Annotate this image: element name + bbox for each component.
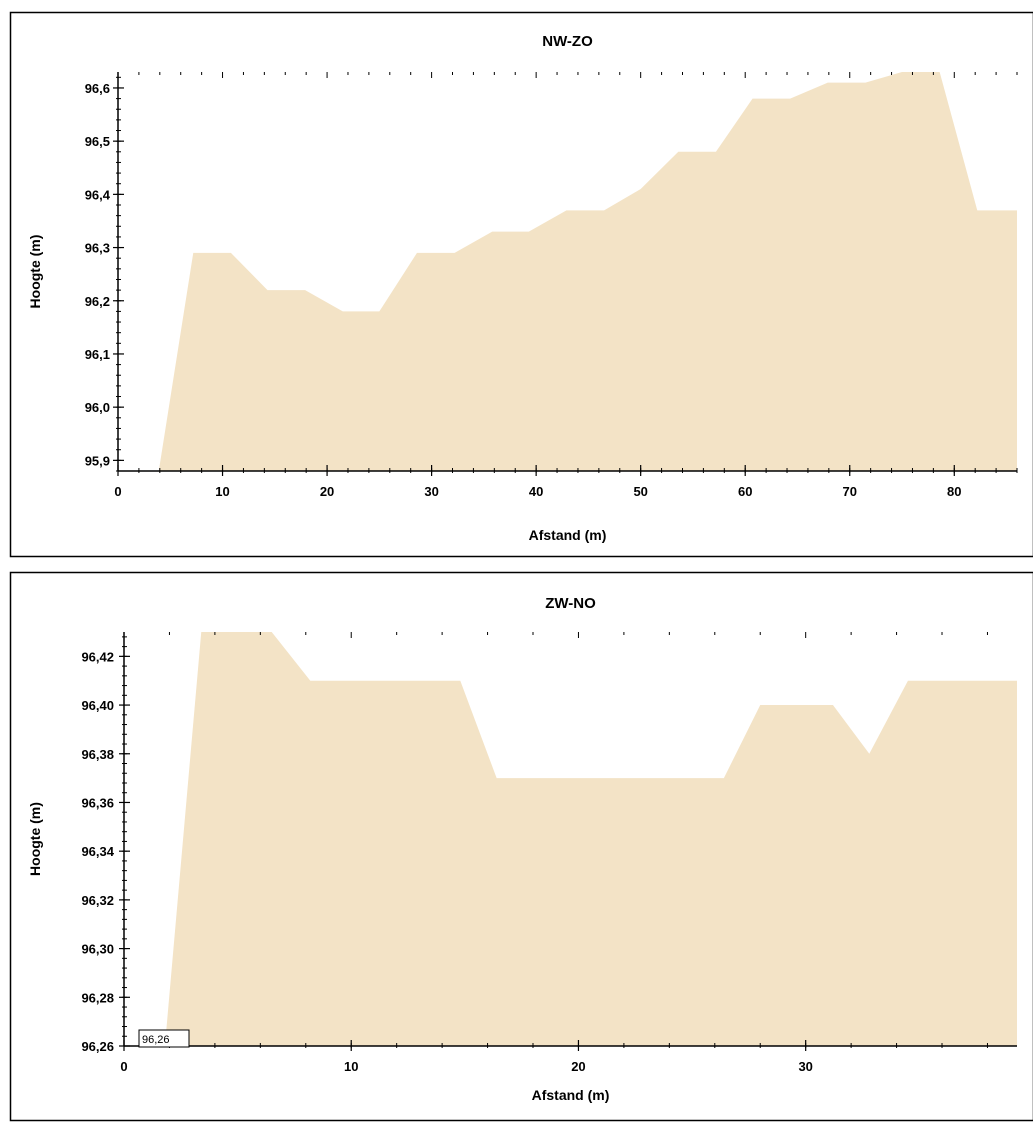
x-tick-label: 10 <box>215 484 229 499</box>
terrain-profile-area <box>158 72 1017 471</box>
y-tick-label: 96,3 <box>85 241 110 256</box>
y-tick-label: 96,30 <box>81 942 114 957</box>
y-tick-label: 96,42 <box>81 649 114 664</box>
y-tick-label: 96,6 <box>85 81 110 96</box>
y-tick-label: 96,28 <box>81 990 114 1005</box>
y-tick-label: 96,32 <box>81 893 114 908</box>
y-tick-label: 96,1 <box>85 347 110 362</box>
y-tick-label: 96,34 <box>81 844 114 859</box>
y-tick-label: 96,0 <box>85 400 110 415</box>
x-tick-label: 50 <box>633 484 647 499</box>
y-tick-label: 96,38 <box>81 747 114 762</box>
x-axis-label: Afstand (m) <box>532 1087 610 1103</box>
x-tick-label: 60 <box>738 484 752 499</box>
chart-title: NW-ZO <box>542 33 593 50</box>
y-tick-label: 96,2 <box>85 294 110 309</box>
y-tick-label: 96,26 <box>81 1039 114 1054</box>
value-marker-text: 96,26 <box>142 1034 170 1046</box>
x-tick-label: 80 <box>947 484 961 499</box>
y-axis-label: Hoogte (m) <box>27 235 43 309</box>
x-tick-label: 40 <box>529 484 543 499</box>
chart-zw-no: 96,26 96,28 96,30 96,32 96,34 96,36 96,38 96,40… <box>0 562 1033 1122</box>
x-tick-label: 10 <box>344 1059 358 1074</box>
y-tick-label: 96,40 <box>81 698 114 713</box>
value-marker-box <box>138 1029 190 1048</box>
terrain-profile-area <box>164 632 1017 1046</box>
value-marker-label: 96,26 <box>138 1029 190 1048</box>
x-tick-label: 70 <box>843 484 857 499</box>
x-tick-label: 20 <box>320 484 334 499</box>
x-tick-label: 20 <box>571 1059 585 1074</box>
y-tick-label: 96,5 <box>85 134 110 149</box>
chart-title: ZW-NO <box>545 595 596 612</box>
x-tick-label: 30 <box>798 1059 812 1074</box>
x-tick-label: 30 <box>424 484 438 499</box>
chart-zw-no-svg: 96,26 96,28 96,30 96,32 96,34 96,36 96,38 96,40… <box>9 571 1033 1122</box>
chart-nw-zo-svg: 95,9 96,0 96,1 96,2 96,3 96,4 96,5 96,6 0 10 20 30 4… <box>9 11 1033 558</box>
y-tick-label: 96,4 <box>85 187 111 202</box>
x-axis-label: Afstand (m) <box>529 527 607 543</box>
y-tick-label: 95,9 <box>85 453 110 468</box>
x-tick-label: 0 <box>120 1059 127 1074</box>
y-axis-label: Hoogte (m) <box>27 802 43 876</box>
chart-nw-zo: 95,9 96,0 96,1 96,2 96,3 96,4 96,5 96,6 0 10 20 30 4… <box>0 0 1033 558</box>
y-tick-label: 96,36 <box>81 795 114 810</box>
x-tick-label: 0 <box>114 484 121 499</box>
